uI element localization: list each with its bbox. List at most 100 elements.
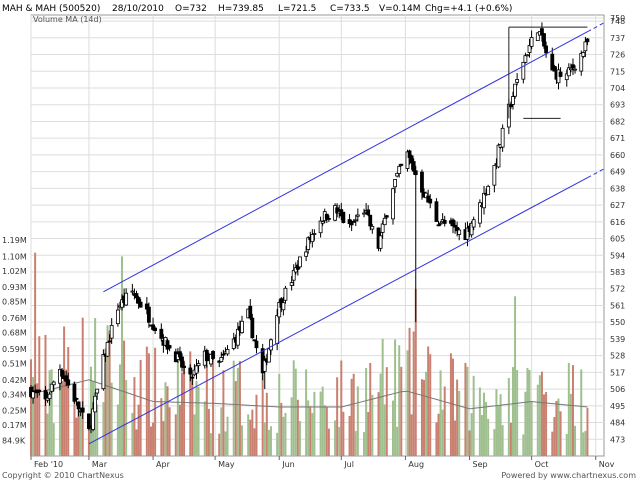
volume-bar — [553, 417, 556, 456]
volume-bar — [354, 431, 357, 456]
volume-bar — [294, 368, 297, 456]
candle-body — [252, 339, 257, 342]
candle-body — [368, 214, 373, 227]
price-tick-label: 737 — [610, 34, 625, 43]
volume-bar — [480, 415, 483, 456]
volume-bar — [363, 432, 366, 456]
volume-bar — [507, 377, 510, 456]
volume-bar — [209, 433, 212, 456]
price-tick-label: 704 — [610, 84, 625, 93]
candle-body — [266, 348, 271, 363]
volume-bar — [232, 360, 235, 456]
candle-body — [535, 32, 540, 42]
candle-body — [196, 363, 201, 367]
candle-body — [72, 384, 77, 402]
volume-bar — [181, 372, 184, 456]
candle-body — [362, 212, 366, 215]
volume-bar — [437, 413, 440, 456]
candle-body — [324, 213, 329, 220]
volume-bar — [193, 414, 196, 456]
volume-bar — [174, 414, 177, 456]
volume-bar — [325, 406, 328, 456]
volume-bar — [87, 416, 90, 456]
volume-bar — [536, 384, 539, 456]
volume-bar — [125, 379, 128, 456]
volume-bar — [282, 416, 285, 456]
volume-bar — [551, 431, 554, 456]
volume-bar — [441, 409, 444, 456]
price-tick-label: 561 — [610, 301, 625, 310]
candle-body — [124, 292, 129, 306]
candle-body — [291, 269, 296, 281]
price-tick-label: 517 — [610, 368, 625, 377]
candle-body — [289, 282, 294, 286]
volume-bar — [574, 425, 577, 456]
volume-bar — [236, 367, 239, 456]
candle-body — [438, 222, 443, 225]
candle-body — [180, 356, 184, 368]
volume-bar — [369, 362, 372, 456]
candle-body — [306, 237, 311, 250]
volume-bar — [162, 421, 165, 456]
volume-bar — [52, 423, 55, 456]
volume-bar — [454, 420, 457, 456]
volume-bar — [472, 375, 475, 456]
volume-bar — [195, 380, 198, 456]
volume-bar — [321, 386, 324, 456]
candle-body — [581, 52, 586, 57]
volume-bar — [81, 317, 84, 456]
volume-bar — [238, 361, 241, 456]
volume-axis: 1.19M 1.10M 1.02M 0.93M 0.85M 0.76M 0.68M 0.59M… — [2, 236, 27, 446]
candle-body — [465, 227, 470, 240]
candle-body — [235, 328, 240, 346]
powered-by-text: Powered by www.chartnexus.com — [501, 471, 636, 480]
price-tick-label: 638 — [610, 184, 625, 193]
volume-bar — [50, 369, 53, 456]
candle-body — [353, 219, 358, 222]
price-tick-label: 495 — [610, 402, 625, 411]
candle-body — [219, 357, 224, 363]
volume-bar — [425, 371, 428, 456]
volume-tick-label: 0.68M — [2, 329, 27, 338]
volume-tick-label: 0.93M — [2, 283, 27, 292]
volume-bar — [385, 367, 388, 456]
candle-body — [380, 223, 385, 233]
volume-bar — [327, 428, 330, 456]
volume-bar — [497, 406, 500, 456]
month-tick-label: Apr — [156, 460, 171, 469]
volume-bar — [336, 377, 339, 456]
candle-body — [182, 365, 186, 368]
volume-bar — [580, 369, 583, 456]
volume-bar — [36, 383, 39, 456]
volume-bar — [522, 434, 525, 456]
volume-bar — [305, 369, 308, 456]
candle-body — [583, 41, 588, 52]
copyright-text: Copyright © 2010 ChartNexus — [2, 471, 124, 480]
candle-body — [43, 390, 48, 400]
volume-bar — [58, 371, 61, 456]
candle-body — [60, 369, 64, 377]
volume-bar — [226, 416, 229, 456]
volume-tick-label: 0.59M — [2, 345, 27, 354]
volume-bar — [61, 381, 64, 456]
candle-body — [451, 219, 455, 227]
volume-bar — [423, 379, 426, 456]
candle-body — [115, 309, 120, 325]
volume-bar — [137, 404, 140, 456]
candle-body — [471, 219, 476, 228]
candle-body — [527, 45, 532, 53]
candle-body — [211, 350, 215, 359]
price-tick-label: 594 — [610, 251, 625, 260]
volume-bar — [123, 340, 126, 456]
candle-body — [134, 293, 139, 299]
candle-body — [144, 303, 149, 310]
candle-body — [542, 33, 546, 47]
volume-bar — [356, 386, 359, 456]
candle-body — [453, 224, 457, 228]
candle-body — [455, 227, 460, 232]
volume-bar — [456, 379, 459, 456]
volume-bar — [410, 414, 413, 456]
volume-bar — [495, 389, 498, 456]
volume-bar — [106, 325, 109, 456]
volume-bar — [348, 415, 351, 456]
